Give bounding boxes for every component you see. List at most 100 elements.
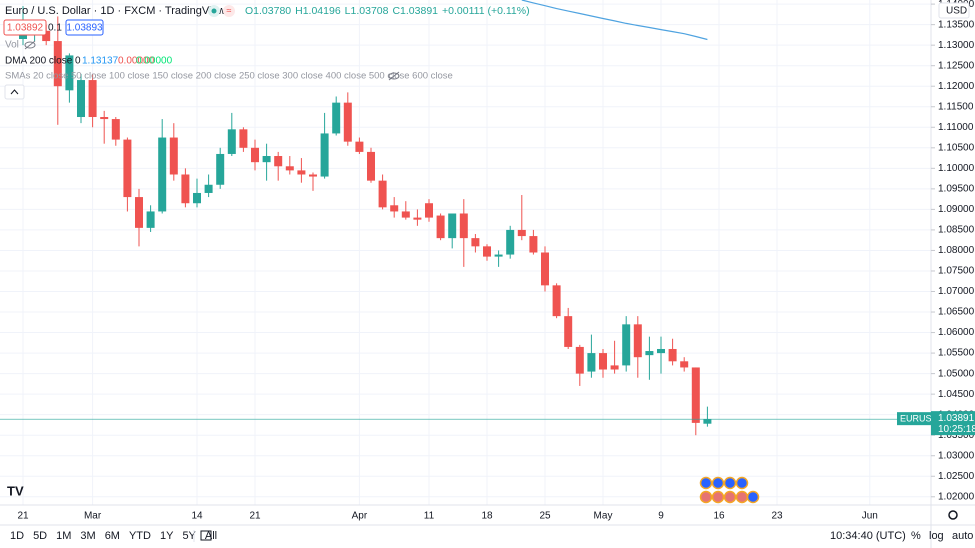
candle-body bbox=[297, 170, 306, 175]
candle-body bbox=[251, 147, 259, 163]
sell-price[interactable]: 1.03892 bbox=[7, 23, 44, 34]
candle-body bbox=[610, 365, 619, 370]
currency-button[interactable] bbox=[938, 2, 970, 19]
candle-body bbox=[517, 229, 526, 237]
range-button[interactable]: 5Y bbox=[182, 530, 196, 542]
candle-body bbox=[494, 254, 503, 257]
dma-value: 0.00000 bbox=[118, 56, 155, 67]
buy-button[interactable] bbox=[65, 19, 104, 36]
y-tick-label: 1.08500 bbox=[938, 225, 975, 236]
axis-option[interactable]: % bbox=[911, 530, 921, 542]
smas-label: SMAs 20 close 50 close 100 close 150 clo… bbox=[5, 71, 453, 82]
candle-body bbox=[541, 252, 549, 286]
range-button[interactable]: 1D bbox=[10, 530, 24, 542]
collapse-icon bbox=[10, 89, 19, 95]
dma-label: DMA 200 close 0 bbox=[5, 56, 81, 67]
candle-body bbox=[680, 361, 689, 368]
y-tick-label: 1.10000 bbox=[938, 163, 975, 174]
y-tick-label: 1.03000 bbox=[938, 450, 975, 461]
range-button[interactable]: 1M bbox=[56, 530, 71, 542]
range-button[interactable]: YTD bbox=[129, 530, 151, 542]
range-button[interactable]: 3M bbox=[80, 530, 95, 542]
y-tick-label: 1.07000 bbox=[938, 286, 975, 297]
axis-option[interactable]: log bbox=[929, 530, 944, 542]
candle-body bbox=[204, 184, 213, 193]
candle-body bbox=[425, 203, 433, 218]
candle-body bbox=[19, 32, 27, 40]
sell-button[interactable] bbox=[3, 19, 47, 36]
candle-body bbox=[146, 211, 155, 228]
eye-icon[interactable] bbox=[24, 40, 36, 50]
y-tick-label: 1.12500 bbox=[938, 60, 975, 71]
candle-body bbox=[216, 153, 225, 185]
status-mark: ≈ bbox=[227, 5, 232, 15]
x-tick-label: Jun bbox=[862, 511, 878, 522]
symbol-tag-label: EURUSD bbox=[900, 414, 939, 424]
candle-body bbox=[657, 348, 665, 354]
candle-body bbox=[506, 229, 515, 255]
candle-body bbox=[575, 346, 584, 374]
candle-body bbox=[552, 285, 561, 317]
candle-body bbox=[42, 30, 51, 42]
y-tick-label: 1.12000 bbox=[938, 81, 975, 92]
candle-body bbox=[332, 102, 341, 134]
y-tick-label: 1.03500 bbox=[938, 430, 975, 441]
candle-body bbox=[181, 174, 190, 204]
candle-body bbox=[285, 166, 294, 171]
status-icon bbox=[223, 5, 235, 17]
ohlc-value: L1.03708 bbox=[345, 5, 389, 17]
candle-body bbox=[703, 419, 712, 424]
date-range-icon[interactable] bbox=[200, 530, 212, 541]
axis-option[interactable]: auto bbox=[952, 530, 973, 542]
candle-body bbox=[100, 117, 109, 120]
events[interactable] bbox=[699, 476, 760, 504]
candle-body bbox=[77, 80, 85, 118]
y-tick-label: 1.05000 bbox=[938, 368, 975, 379]
symbol-tag bbox=[897, 412, 931, 426]
range-button[interactable]: 5D bbox=[33, 530, 47, 542]
settings-icon[interactable] bbox=[948, 510, 958, 520]
y-tick-label: 1.09500 bbox=[938, 184, 975, 195]
candle-body bbox=[459, 213, 468, 239]
candle-body bbox=[262, 156, 271, 163]
candle-body bbox=[378, 180, 387, 208]
plot bbox=[0, 0, 931, 436]
candle-body bbox=[343, 102, 352, 142]
candle-body bbox=[65, 55, 74, 91]
range-button[interactable]: 6M bbox=[105, 530, 120, 542]
grid bbox=[0, 0, 931, 505]
candle-body bbox=[587, 353, 596, 372]
candle-body bbox=[529, 236, 538, 253]
candle-body bbox=[135, 197, 143, 228]
y-tick-label: 1.10500 bbox=[938, 142, 975, 153]
dma-value: 0.00000 bbox=[136, 56, 173, 67]
candle-body bbox=[436, 215, 445, 239]
candle-body bbox=[645, 351, 654, 356]
buy-price[interactable]: 1.03893 bbox=[66, 23, 103, 34]
x-tick-label: 21 bbox=[17, 511, 29, 522]
candle-body bbox=[367, 151, 375, 181]
candle-body bbox=[355, 141, 364, 152]
x-tick-label: 11 bbox=[424, 511, 435, 522]
candle-body bbox=[111, 119, 120, 140]
candle-body bbox=[88, 80, 97, 118]
candle-body bbox=[390, 205, 399, 212]
candle-body bbox=[158, 137, 167, 212]
clock: 10:34:40 (UTC) bbox=[830, 530, 906, 542]
toolbar: 1D 5D 1M 3M 6M YTD 1Y 5Y All% log auto bbox=[10, 530, 973, 542]
x-tick-label: May bbox=[594, 511, 613, 522]
ohlc-value: +0.00111 (+0.11%) bbox=[442, 5, 530, 17]
eye-icon[interactable] bbox=[388, 71, 400, 81]
currency[interactable]: USD bbox=[946, 6, 967, 17]
collapse-button[interactable] bbox=[4, 84, 25, 100]
y-tick-label: 1.08000 bbox=[938, 245, 975, 256]
y-tick-label: 1.09000 bbox=[938, 204, 975, 215]
candle-body bbox=[413, 217, 422, 220]
status-dot bbox=[211, 8, 217, 14]
range-button[interactable]: 1Y bbox=[160, 530, 174, 542]
logo[interactable]: TV bbox=[7, 483, 24, 498]
y-tick-label: 1.11000 bbox=[938, 122, 974, 133]
spread: 0.1 bbox=[48, 23, 62, 34]
price-tag-label: 1.03891 bbox=[938, 413, 975, 424]
